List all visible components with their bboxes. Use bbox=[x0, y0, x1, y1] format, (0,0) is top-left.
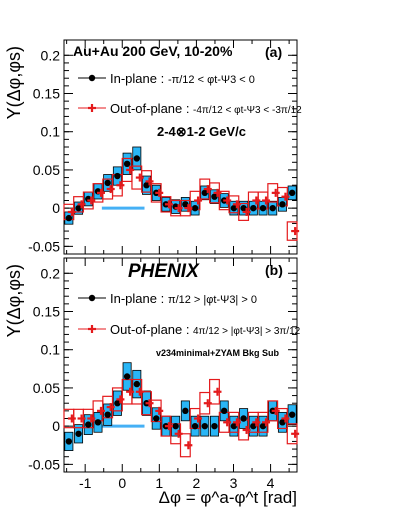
y-tick-label: 0.2 bbox=[41, 47, 61, 63]
in-plane-point bbox=[211, 422, 218, 430]
in-plane-point bbox=[133, 380, 141, 388]
in-plane-point bbox=[172, 422, 179, 430]
x-tick-label: 1 bbox=[155, 475, 163, 491]
annotation: v234minimal+ZYAM Bkg Sub bbox=[156, 348, 279, 358]
y-tick-label: 0.15 bbox=[33, 86, 60, 102]
in-plane-point bbox=[123, 373, 131, 380]
in-plane-point bbox=[94, 419, 102, 426]
in-plane-point bbox=[230, 204, 238, 212]
in-plane-point bbox=[269, 204, 276, 212]
plot-frame bbox=[63, 39, 298, 255]
y-tick-label: 0 bbox=[52, 200, 60, 216]
panel-title: Au+Au 200 GeV, 10-20% bbox=[73, 43, 233, 59]
in-plane-point bbox=[230, 422, 238, 430]
in-plane-point bbox=[279, 419, 286, 426]
in-plane-point bbox=[75, 204, 82, 212]
legend-label: Out-of-plane : bbox=[110, 101, 190, 116]
panel-a: -0.05 0 0.05 0.1 0.15 0.2 Y(Δφ,φs) Au+Au 200 Ge… bbox=[4, 39, 302, 255]
in-plane-point bbox=[133, 155, 141, 162]
legend-marker bbox=[88, 294, 96, 302]
y-axis-label: Y(Δφ,φs) bbox=[4, 264, 24, 337]
x-tick-label: -1 bbox=[79, 475, 92, 491]
panel-label: (b) bbox=[265, 262, 283, 278]
y-tick-label: 0.05 bbox=[33, 162, 60, 178]
in-plane-point bbox=[201, 189, 208, 197]
x-tick-label: 0 bbox=[118, 475, 126, 491]
in-plane-point bbox=[259, 422, 267, 430]
in-plane-point bbox=[191, 422, 199, 430]
x-tick-label: 3 bbox=[230, 475, 238, 491]
annotation: 2-4⊗1-2 GeV/c bbox=[157, 124, 246, 139]
y-tick-label: 0.15 bbox=[33, 304, 60, 320]
in-plane-point bbox=[182, 201, 189, 208]
in-plane-point bbox=[75, 430, 82, 437]
in-plane-point bbox=[85, 421, 92, 428]
legend-condition: -4π/12 < φt-Ψ3 < -3π/12 bbox=[193, 105, 302, 116]
in-plane-point bbox=[143, 182, 150, 189]
in-plane-point bbox=[259, 204, 267, 212]
in-plane-point bbox=[114, 400, 121, 407]
in-plane-point bbox=[191, 204, 199, 212]
panel-b: -0.05 0 0.05 0.1 0.15 0.2 -1 0 1 2 3 4 Y(Δφ,φs) PHENI… bbox=[4, 257, 301, 491]
in-plane-point bbox=[104, 179, 111, 187]
panel-title: PHENIX bbox=[128, 261, 200, 282]
in-plane-point bbox=[250, 422, 257, 430]
legend-marker bbox=[88, 74, 96, 82]
y-tick-label: -0.05 bbox=[28, 238, 60, 254]
y-tick-label: 0.1 bbox=[41, 342, 61, 358]
legend-condition: -π/12 < φt-Ψ3 < 0 bbox=[168, 74, 255, 86]
y-tick-label: -0.05 bbox=[28, 456, 60, 472]
in-plane-point bbox=[65, 438, 73, 445]
x-tick-label: 2 bbox=[193, 475, 201, 491]
in-plane-point bbox=[211, 193, 218, 200]
in-plane-point bbox=[240, 204, 247, 212]
x-tick-label: 4 bbox=[267, 475, 275, 491]
y-tick-label: 0.1 bbox=[41, 124, 61, 140]
in-plane-point bbox=[288, 411, 296, 418]
x-axis-label: Δφ = φ^a-φ^t [rad] bbox=[159, 488, 297, 507]
legend-label: In-plane : bbox=[110, 71, 164, 86]
y-axis-label: Y(Δφ,φs) bbox=[4, 46, 24, 119]
legend-label: Out-of-plane : bbox=[110, 322, 190, 337]
in-plane-point bbox=[65, 214, 73, 222]
in-plane-point bbox=[250, 204, 257, 212]
in-plane-point bbox=[279, 201, 286, 208]
in-plane-point bbox=[220, 407, 228, 415]
legend-condition: 4π/12 > |φt-Ψ3| > 3π/12 bbox=[193, 326, 301, 337]
in-plane-point bbox=[123, 160, 131, 168]
in-plane-point bbox=[153, 415, 160, 422]
legend-label: In-plane : bbox=[110, 291, 164, 306]
legend-condition: π/12 > |φt-Ψ3| > 0 bbox=[168, 294, 257, 306]
in-plane-point bbox=[114, 172, 121, 180]
in-plane-point bbox=[201, 422, 208, 430]
panel-label: (a) bbox=[265, 44, 282, 60]
in-plane-point bbox=[182, 407, 189, 415]
y-tick-label: 0 bbox=[52, 418, 60, 434]
y-tick-label: 0.05 bbox=[33, 380, 60, 396]
in-plane-point bbox=[288, 189, 296, 197]
y-tick-label: 0.2 bbox=[41, 265, 61, 281]
in-plane-point bbox=[240, 415, 247, 422]
in-plane-point bbox=[104, 411, 111, 418]
